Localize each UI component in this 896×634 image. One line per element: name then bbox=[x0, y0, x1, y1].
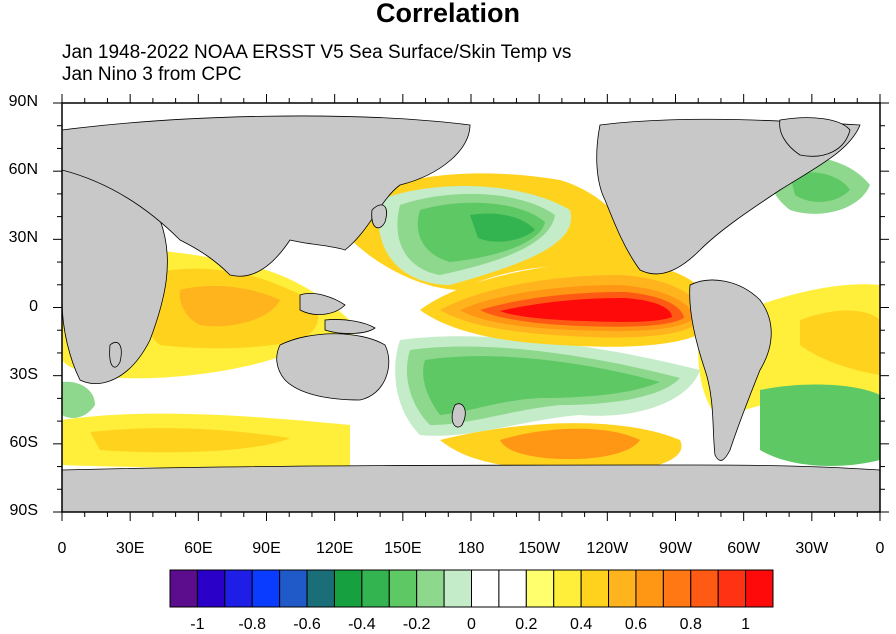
latitude-label: 90S bbox=[9, 502, 38, 519]
southwest-indian-negative bbox=[62, 381, 95, 418]
longitude-label: 0 bbox=[875, 540, 885, 557]
colorbar-label: 1 bbox=[741, 616, 751, 633]
colorbar-label: -1 bbox=[190, 616, 205, 633]
colorbar-label: -0.8 bbox=[238, 616, 267, 633]
colorbar-swatch bbox=[745, 569, 774, 608]
longitude-label: 90E bbox=[252, 540, 281, 557]
south-atlantic-positive-core bbox=[800, 310, 880, 375]
colorbar-swatch bbox=[169, 569, 198, 608]
latitude-label: 90N bbox=[8, 93, 38, 110]
latitude-label: 60S bbox=[9, 433, 38, 451]
indian-ocean-positive-max bbox=[179, 285, 280, 327]
axis-ticks bbox=[53, 94, 889, 521]
longitude-label: 30W bbox=[795, 540, 829, 557]
colorbar-swatch bbox=[580, 569, 610, 608]
longitude-label: 30E bbox=[115, 540, 145, 557]
colorbar-swatch bbox=[443, 569, 473, 608]
longitude-label: 0 bbox=[57, 540, 67, 557]
colorbar-swatch bbox=[306, 569, 335, 608]
latitude-label: 60N bbox=[8, 161, 38, 179]
colorbar-swatch bbox=[471, 569, 500, 608]
equatorial-pacific-positive-max bbox=[500, 298, 672, 322]
chart-subtitle-line-1: Jan 1948-2022 NOAA ERSST V5 Sea Surface/… bbox=[62, 42, 572, 63]
colorbar-swatch bbox=[525, 569, 555, 608]
longitude-label: 60W bbox=[727, 540, 761, 557]
colorbar bbox=[169, 569, 774, 608]
new-zealand bbox=[451, 403, 466, 428]
colorbar-label: 0.4 bbox=[570, 616, 593, 633]
madagascar bbox=[109, 341, 122, 368]
colorbar-swatch bbox=[635, 569, 664, 608]
south-atlantic-negative bbox=[760, 384, 880, 466]
new-guinea bbox=[324, 319, 376, 334]
colorbar-label: 0.2 bbox=[515, 616, 538, 633]
colorbar-label: 0.8 bbox=[679, 616, 702, 633]
colorbar-swatch bbox=[224, 569, 253, 608]
antarctica bbox=[62, 464, 880, 512]
south-pacific-negative-inner bbox=[423, 356, 660, 415]
chart-subtitle-line-2: Jan Nino 3 from CPC bbox=[62, 64, 242, 85]
colorbar-label: 0.6 bbox=[624, 616, 648, 633]
colorbar-swatch bbox=[196, 569, 226, 608]
colorbar-swatch bbox=[662, 569, 692, 608]
colorbar-label: -0.4 bbox=[348, 616, 376, 633]
colorbar-label: -0.2 bbox=[402, 616, 431, 633]
colorbar-swatch bbox=[279, 569, 308, 608]
colorbar-swatch bbox=[690, 569, 719, 608]
colorbar-label: -0.6 bbox=[293, 616, 321, 633]
colorbar-swatch bbox=[388, 569, 418, 608]
south-pacific-positive-core bbox=[500, 428, 640, 460]
colorbar-swatch bbox=[717, 569, 747, 608]
colorbar-swatch bbox=[251, 569, 281, 608]
longitude-label: 150E bbox=[384, 540, 422, 557]
colorbar-swatch bbox=[498, 569, 527, 608]
longitude-label: 90W bbox=[659, 540, 692, 557]
southern-indian-positive-core bbox=[90, 428, 290, 453]
longitude-label: 60E bbox=[184, 540, 213, 557]
latitude-label: 0 bbox=[29, 297, 38, 315]
chart-title: Correlation bbox=[375, 0, 521, 28]
longitude-label: 150W bbox=[518, 540, 561, 557]
map-field bbox=[62, 103, 880, 512]
longitude-label: 120E bbox=[315, 540, 354, 557]
north-pacific-negative-core bbox=[470, 213, 535, 242]
longitude-label: 180 bbox=[457, 540, 485, 557]
south-america bbox=[689, 279, 772, 461]
colorbar-label: 0 bbox=[467, 616, 476, 633]
japan bbox=[371, 204, 387, 229]
land bbox=[62, 115, 880, 512]
australia bbox=[276, 333, 390, 401]
colorbar-swatch bbox=[608, 569, 637, 608]
colorbar-swatch bbox=[416, 569, 445, 608]
latitude-label: 30S bbox=[9, 365, 38, 383]
greenland bbox=[779, 117, 851, 157]
latitude-label: 30N bbox=[8, 229, 38, 247]
colorbar-swatch bbox=[333, 569, 363, 608]
indonesia bbox=[299, 293, 346, 315]
longitude-label: 120W bbox=[586, 540, 629, 557]
north-atlantic-negative-core bbox=[790, 172, 850, 202]
colorbar-swatch bbox=[553, 569, 582, 608]
eurasia bbox=[62, 115, 471, 277]
colorbar-swatch bbox=[361, 569, 390, 608]
